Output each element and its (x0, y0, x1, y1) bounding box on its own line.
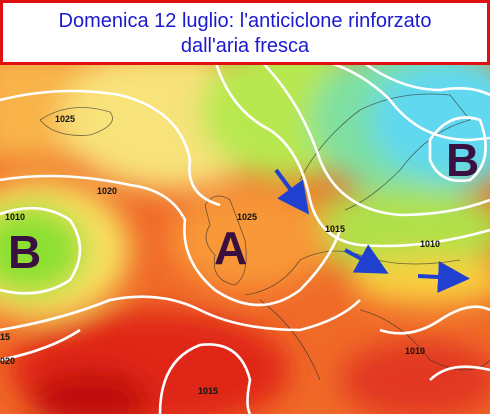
wind-arrows (274, 168, 470, 293)
pressure-centers: B A B (8, 134, 479, 278)
isobar-label: 1020 (97, 186, 117, 196)
isobar-labels: 1025 1020 1010 1025 1015 1010 1010 1015 … (0, 114, 440, 396)
high-center: A (214, 222, 247, 274)
isobar-label: 020 (0, 356, 15, 366)
wind-arrow (274, 168, 310, 215)
isobar-label: 1015 (325, 224, 345, 234)
isobar-label: 1010 (420, 239, 440, 249)
isobar-label: 15 (0, 332, 10, 342)
isobars (0, 58, 490, 414)
isobar-label: 1015 (198, 386, 218, 396)
isobar-label: 1010 (405, 346, 425, 356)
isobar-label: 1025 (237, 212, 257, 222)
isobar-label: 1010 (5, 212, 25, 222)
low-center: B (8, 226, 41, 278)
title-line: dall'aria fresca (181, 35, 310, 57)
wind-arrow (417, 261, 470, 293)
coastlines (39, 93, 490, 381)
isobar-label: 1025 (55, 114, 75, 124)
title-box: Domenica 12 luglio: l'anticiclone rinfor… (0, 0, 490, 65)
low-center: B (446, 134, 479, 186)
wind-arrow (344, 244, 389, 274)
title-line: Domenica 12 luglio: l'anticiclone rinfor… (59, 10, 432, 32)
